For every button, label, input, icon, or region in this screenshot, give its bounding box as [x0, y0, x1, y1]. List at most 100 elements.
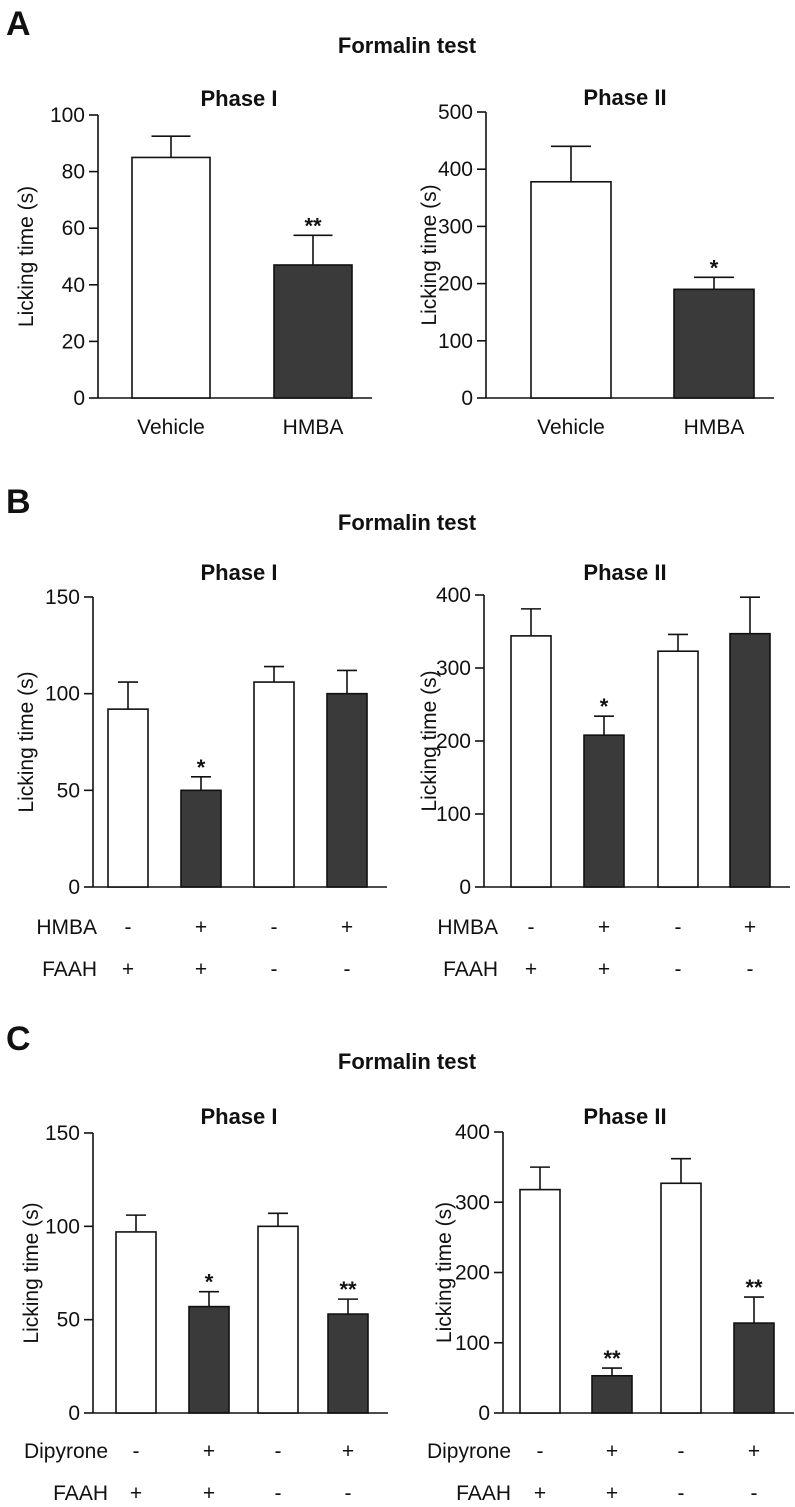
chart-1-bar: [131, 156, 211, 399]
chart-6-bar: [660, 1182, 702, 1414]
chart-2-y-tick-label: 0: [461, 387, 473, 410]
chart-2-bar: [673, 288, 755, 399]
chart-1-category-label: HMBA: [283, 416, 344, 439]
chart-6-condition-value: +: [534, 1482, 546, 1505]
chart-4-condition-value: +: [598, 958, 610, 981]
chart-5-bar: [257, 1225, 299, 1414]
chart-2-title: Phase II: [583, 85, 666, 110]
chart-2-y-tick-label: 300: [438, 215, 473, 238]
chart-3-condition-value: +: [195, 916, 207, 939]
chart-5-bar: [327, 1313, 369, 1414]
chart-4-significance-label: *: [600, 694, 609, 719]
chart-4-y-axis-label: Licking time (s): [418, 670, 441, 811]
chart-2-y-tick-label: 500: [438, 101, 473, 124]
panel-letter-b: B: [6, 483, 31, 521]
chart-4-title: Phase II: [583, 560, 666, 585]
chart-4-y-tick-label: 100: [436, 803, 471, 826]
chart-1-title: Phase I: [200, 86, 277, 111]
chart-6-condition-label: Dipyrone: [427, 1440, 511, 1463]
chart-3-condition-label: FAAH: [42, 958, 97, 981]
chart-3-y-tick-label: 100: [45, 683, 80, 706]
chart-6-y-tick-label: 400: [455, 1121, 490, 1144]
chart-5-y-tick-label: 50: [57, 1309, 80, 1332]
chart-4-condition-label: HMBA: [437, 916, 498, 939]
chart-3-y-tick-label: 150: [45, 586, 80, 609]
chart-2-y-axis-label: Licking time (s): [418, 184, 441, 325]
chart-4-condition-value: -: [675, 958, 682, 981]
chart-3-condition-value: +: [122, 958, 134, 981]
chart-1-significance-label: **: [304, 213, 322, 238]
chart-6-condition-value: -: [678, 1440, 685, 1463]
chart-3-condition-value: +: [195, 958, 207, 981]
chart-6-condition-value: +: [606, 1482, 618, 1505]
chart-5-bar: [115, 1231, 157, 1414]
chart-6-y-tick-label: 100: [455, 1332, 490, 1355]
chart-4-y-tick-label: 200: [436, 730, 471, 753]
figure-title-c: Formalin test: [338, 1049, 477, 1074]
chart-2-category-label: Vehicle: [537, 416, 605, 439]
chart-6-condition-value: -: [751, 1482, 758, 1505]
chart-6-bar: [519, 1188, 561, 1414]
chart-3-condition-value: -: [271, 958, 278, 981]
chart-5-condition-value: -: [345, 1482, 352, 1505]
chart-4-bar: [729, 632, 771, 888]
chart-6-bar: [733, 1322, 775, 1414]
chart-1-y-tick-label: 40: [62, 274, 85, 297]
chart-1-y-tick-label: 60: [62, 217, 85, 240]
chart-1-y-tick-label: 100: [50, 104, 85, 127]
chart-5-condition-value: +: [203, 1440, 215, 1463]
chart-5-condition-value: -: [133, 1440, 140, 1463]
chart-3-bar: [180, 789, 222, 888]
chart-2-y-tick-label: 400: [438, 158, 473, 181]
chart-4-y-tick-label: 0: [459, 876, 471, 899]
chart-5-significance-label: **: [339, 1277, 357, 1302]
chart-3-y-tick-label: 0: [68, 876, 80, 899]
chart-3-bar: [326, 692, 368, 888]
chart-1-y-tick-label: 20: [62, 330, 85, 353]
chart-5-y-axis-label: Licking time (s): [20, 1202, 43, 1343]
chart-5-condition-label: FAAH: [53, 1482, 108, 1505]
figure-title-a: Formalin test: [338, 33, 477, 58]
panel-letter-c: C: [6, 1020, 31, 1058]
chart-3-bar: [253, 681, 295, 888]
chart-6-y-tick-label: 0: [478, 1402, 490, 1425]
chart-6-condition-value: +: [606, 1440, 618, 1463]
chart-3-condition-value: -: [344, 958, 351, 981]
chart-6-title: Phase II: [583, 1104, 666, 1129]
chart-5-condition-label: Dipyrone: [24, 1440, 108, 1463]
chart-4-y-tick-label: 300: [436, 657, 471, 680]
chart-5-condition-value: -: [275, 1482, 282, 1505]
chart-4-condition-value: +: [598, 916, 610, 939]
chart-1-category-label: Vehicle: [137, 416, 205, 439]
chart-6-y-tick-label: 300: [455, 1191, 490, 1214]
chart-5-y-tick-label: 0: [68, 1402, 80, 1425]
chart-1-y-axis-label: Licking time (s): [15, 186, 38, 327]
chart-3-condition-value: -: [125, 916, 132, 939]
chart-5-y-tick-label: 100: [45, 1215, 80, 1238]
chart-4-condition-value: -: [528, 916, 535, 939]
chart-3-y-tick-label: 50: [57, 779, 80, 802]
chart-6-condition-value: -: [678, 1482, 685, 1505]
chart-3-condition-value: +: [341, 916, 353, 939]
chart-5-y-tick-label: 150: [45, 1122, 80, 1145]
chart-5-condition-value: +: [203, 1482, 215, 1505]
chart-6-significance-label: **: [745, 1275, 763, 1300]
chart-4-condition-value: +: [744, 916, 756, 939]
chart-4-y-tick-label: 400: [436, 584, 471, 607]
chart-1-y-tick-label: 80: [62, 161, 85, 184]
chart-5-bar: [188, 1305, 230, 1414]
chart-5-condition-value: -: [275, 1440, 282, 1463]
chart-5-condition-value: +: [130, 1482, 142, 1505]
figure-title-b: Formalin test: [338, 510, 477, 535]
chart-3-y-axis-label: Licking time (s): [15, 671, 38, 812]
chart-3-title: Phase I: [200, 560, 277, 585]
panel-letter-a: A: [6, 5, 31, 43]
chart-3-condition-label: HMBA: [36, 916, 97, 939]
chart-5-title: Phase I: [200, 1104, 277, 1129]
chart-4-condition-value: -: [675, 916, 682, 939]
chart-4-condition-label: FAAH: [443, 958, 498, 981]
chart-3-condition-value: -: [271, 916, 278, 939]
chart-4-bar: [510, 635, 552, 888]
chart-4-condition-value: -: [747, 958, 754, 981]
chart-2-y-tick-label: 200: [438, 273, 473, 296]
